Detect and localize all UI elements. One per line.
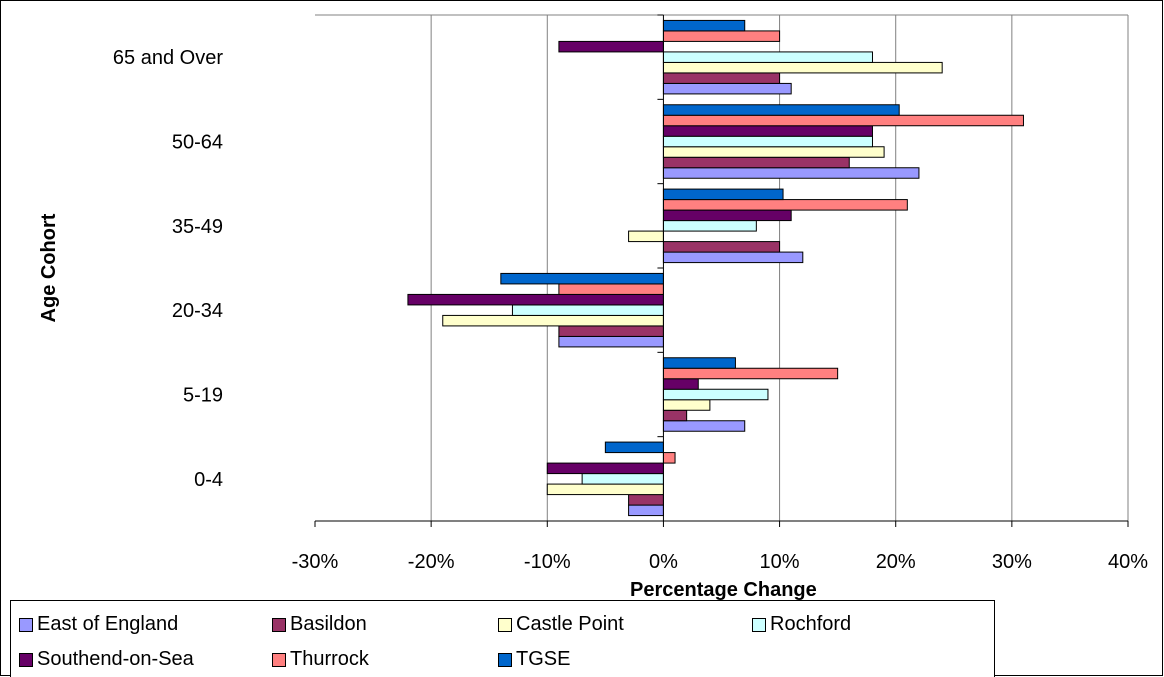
bar — [442, 314, 664, 327]
legend-swatch — [272, 617, 286, 632]
bar — [662, 399, 711, 411]
bar — [558, 335, 664, 348]
y-axis-title: Age Cohort — [38, 213, 60, 322]
bar — [558, 283, 664, 295]
x-tick-label: -10% — [524, 551, 571, 573]
bar — [662, 452, 676, 464]
legend-swatch — [752, 617, 766, 632]
chart: -30% -20% -10% 0% 10% 20% 30% 40% 0-4 5-19 20-34 35… — [38, 14, 1148, 600]
bar — [558, 40, 664, 53]
x-tick-label: 20% — [876, 551, 916, 573]
legend-item: Castle Point — [498, 613, 624, 636]
bar — [662, 82, 792, 95]
bar — [662, 367, 839, 380]
bar — [604, 441, 664, 454]
legend-swatch — [19, 652, 33, 667]
legend-label: Rochford — [770, 613, 852, 635]
bar — [662, 19, 746, 32]
bar — [662, 167, 920, 179]
y-tick-label: 5-19 — [183, 385, 223, 407]
bar — [662, 378, 699, 390]
y-tick-label: 35-49 — [172, 216, 223, 238]
bar — [662, 199, 908, 211]
gridlines — [315, 14, 1129, 521]
bar — [662, 30, 781, 42]
legend-item: Southend-on-Sea — [19, 648, 194, 671]
bar — [662, 135, 873, 148]
tick-labels: -30% -20% -10% 0% 10% 20% 30% 40% 0-4 5-19 20-34 35… — [113, 47, 1148, 573]
legend-swatch — [498, 652, 512, 667]
legend-swatch — [272, 652, 286, 667]
legend-swatch — [498, 617, 512, 632]
bar — [662, 72, 781, 84]
x-tick-label: 0% — [649, 551, 678, 573]
legend-item: Basildon — [272, 613, 367, 636]
bar — [662, 220, 757, 232]
bar — [662, 241, 781, 253]
x-axis-title: Percentage Change — [630, 579, 817, 600]
legend-item: East of England — [19, 613, 178, 636]
legend: East of England Basildon Castle Point Rochf… — [10, 600, 995, 677]
legend-item: TGSE — [498, 648, 570, 671]
bar — [558, 325, 664, 337]
legend-label: Castle Point — [516, 613, 624, 635]
y-tick-label: 20-34 — [172, 300, 223, 322]
x-tick-label: 40% — [1108, 551, 1148, 573]
bar — [662, 209, 792, 222]
legend-label: Basildon — [290, 613, 367, 635]
axes — [314, 14, 1129, 527]
bar — [662, 388, 769, 401]
bar — [662, 125, 873, 137]
bar — [628, 504, 664, 517]
x-tick-label: -30% — [292, 551, 339, 573]
bar — [511, 304, 664, 316]
legend-label: Southend-on-Sea — [37, 648, 194, 670]
x-tick-label: 10% — [760, 551, 800, 573]
bar — [662, 420, 746, 432]
legend-item: Thurrock — [272, 648, 369, 671]
bars — [407, 19, 1024, 517]
bar — [662, 104, 900, 116]
bar — [628, 230, 664, 243]
legend-label: TGSE — [516, 648, 571, 670]
bar — [662, 114, 1024, 127]
y-tick-label: 65 and Over — [113, 47, 223, 69]
bar — [662, 251, 804, 264]
legend-item: Rochford — [752, 613, 851, 636]
y-tick-label: 0-4 — [194, 469, 223, 491]
bar — [662, 51, 873, 63]
x-tick-label: -20% — [408, 551, 455, 573]
legend-label: East of England — [37, 613, 179, 635]
y-tick-label: 50-64 — [172, 132, 223, 154]
legend-label: Thurrock — [290, 648, 369, 670]
bar — [662, 156, 850, 169]
bar — [662, 409, 688, 422]
bar — [628, 494, 664, 506]
bar — [500, 272, 664, 285]
bar — [546, 483, 664, 496]
bar — [662, 188, 784, 201]
x-tick-label: 30% — [992, 551, 1032, 573]
bar — [407, 293, 664, 306]
legend-swatch — [19, 617, 33, 632]
bar — [662, 357, 736, 369]
bar — [662, 146, 885, 158]
bar — [546, 462, 664, 475]
bar — [581, 473, 664, 485]
bar — [662, 61, 943, 74]
